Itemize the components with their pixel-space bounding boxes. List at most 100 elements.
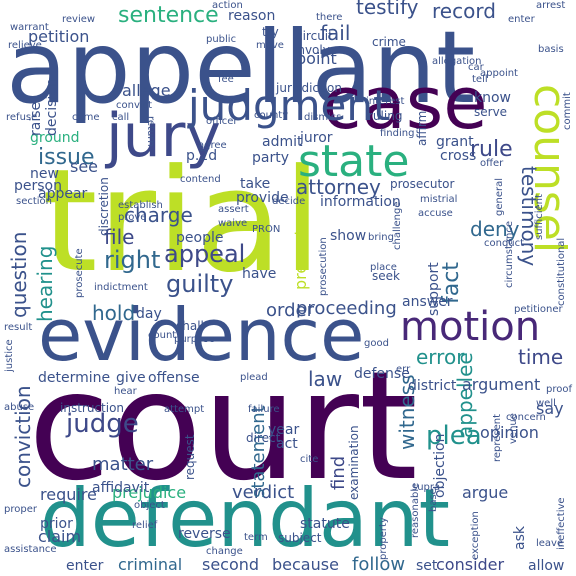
word-attorney: attorney: [296, 175, 381, 199]
word-affirm: affirm: [415, 111, 429, 146]
word-pron: PRON: [252, 224, 280, 235]
word-cite: cite: [300, 454, 318, 465]
word-venue: venue: [508, 413, 519, 444]
word-decision: decision: [44, 78, 60, 136]
word-admit: admit: [262, 134, 303, 150]
word-matter: matter: [92, 454, 154, 475]
word-relief: relief: [132, 520, 158, 531]
word-represent: represent: [492, 414, 503, 462]
word-assert: assert: [218, 204, 249, 215]
word-right: right: [104, 246, 160, 274]
word-raise: raise: [28, 102, 44, 136]
word-reason: reason: [228, 8, 275, 24]
word-defendant: defendant: [40, 472, 450, 565]
word-statement: statement: [248, 405, 269, 498]
word-challenge: challenge: [392, 201, 403, 250]
word-prosecute: prosecute: [74, 248, 85, 298]
word-case: case: [322, 61, 488, 145]
word-consider: consider: [436, 555, 505, 574]
word-county: county: [254, 110, 288, 121]
word-proceeding: proceeding: [296, 298, 397, 319]
word-fee: fee: [218, 74, 234, 85]
word-affidavit: affidavit: [92, 480, 150, 496]
word-general: general: [494, 178, 505, 216]
word-discretion: discretion: [97, 177, 111, 236]
word-constitutional: constitutional: [556, 238, 567, 306]
word-rule: rule: [470, 137, 513, 162]
word-contend: contend: [180, 174, 221, 185]
word-justice: justice: [4, 339, 15, 373]
word-allow: allow: [528, 558, 564, 574]
word-supra: supra: [412, 482, 440, 493]
word-allege: allege: [122, 81, 171, 100]
word-testimony: testimony: [517, 166, 541, 266]
word-object: object: [134, 500, 165, 511]
word-dismiss: dismiss: [304, 112, 341, 123]
word-indictment: indictment: [94, 282, 148, 293]
word-argument: argument: [462, 375, 540, 394]
word-officer: officer: [206, 116, 238, 127]
word-section: section: [16, 196, 52, 207]
word-appellee: appellee: [453, 352, 477, 438]
word-day: day: [136, 306, 162, 322]
word-agree: agree: [198, 140, 227, 151]
word-question: question: [7, 232, 31, 318]
word-provide: provide: [236, 190, 289, 206]
word-establish: establish: [118, 200, 163, 211]
word-claim: claim: [38, 527, 81, 546]
word-well: well: [536, 398, 556, 409]
word-appear: appear: [38, 186, 88, 202]
word-present: present: [291, 229, 310, 290]
word-arrest: arrest: [536, 0, 565, 11]
word-convict: convict: [116, 100, 152, 111]
word-take: take: [240, 176, 270, 192]
word-attempt: attempt: [164, 404, 204, 415]
word-prosecutor: prosecutor: [390, 177, 455, 191]
word-offense: offense: [148, 370, 200, 386]
word-allegation: allegation: [432, 56, 481, 67]
word-call: call: [112, 112, 129, 123]
word-examination: examination: [347, 425, 361, 500]
word-point: point: [296, 49, 337, 68]
word-crime: crime: [372, 35, 406, 49]
word-tell: tell: [472, 74, 488, 85]
word-commit: commit: [562, 92, 573, 130]
word-action: action: [212, 0, 243, 11]
word-circumstance: circumstance: [504, 221, 515, 288]
word-proper: proper: [4, 504, 38, 515]
word-sufficient: sufficient: [534, 194, 545, 240]
word-basis: basis: [538, 44, 564, 55]
word-instruction: instruction: [60, 401, 124, 415]
word-plea: plea: [426, 421, 482, 451]
word-assistance: assistance: [4, 544, 57, 555]
word-people: people: [176, 230, 223, 246]
word-appoint: appoint: [480, 68, 518, 79]
word-bring: bring: [368, 232, 394, 243]
word-court: court: [28, 340, 418, 514]
word-result: result: [4, 322, 32, 333]
word-there: there: [316, 12, 342, 23]
word-second: second: [202, 555, 259, 574]
word-try: try: [262, 25, 279, 39]
word-verdict: verdict: [232, 482, 294, 503]
word-answer: answer: [402, 294, 453, 310]
word-hold: hold: [92, 301, 135, 325]
word-record: record: [432, 0, 496, 23]
word-objection: objection: [432, 434, 448, 498]
word-public: public: [206, 34, 236, 45]
word-change: change: [206, 546, 243, 557]
word-counsel: counsel: [524, 84, 575, 253]
word-defense: defense: [354, 366, 410, 382]
word-information: information: [320, 194, 401, 210]
word-request: request: [183, 434, 197, 480]
word-shall: shall: [176, 319, 204, 333]
word-mistrial: mistrial: [420, 194, 457, 205]
word-fail: fail: [320, 21, 350, 45]
word-prosecution: prosecution: [318, 237, 329, 296]
word-set: set: [416, 558, 438, 574]
word-witness: witness: [395, 374, 419, 450]
word-move: move: [256, 40, 284, 51]
word-ground: ground: [30, 130, 80, 146]
word-because: because: [272, 555, 339, 574]
